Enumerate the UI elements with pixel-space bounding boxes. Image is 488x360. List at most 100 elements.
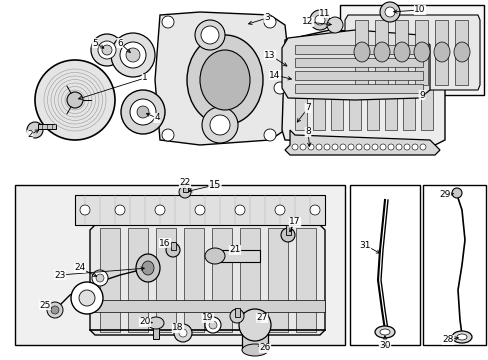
Ellipse shape <box>208 321 217 329</box>
Bar <box>349 185 419 345</box>
Ellipse shape <box>242 344 267 356</box>
Ellipse shape <box>91 34 123 66</box>
Ellipse shape <box>235 205 244 215</box>
Text: 29: 29 <box>438 190 450 199</box>
Ellipse shape <box>162 129 174 141</box>
Ellipse shape <box>102 45 112 55</box>
Ellipse shape <box>363 144 369 150</box>
Ellipse shape <box>186 35 263 125</box>
Ellipse shape <box>291 144 297 150</box>
Text: 9: 9 <box>418 90 424 99</box>
Ellipse shape <box>315 144 321 150</box>
Ellipse shape <box>239 309 270 341</box>
Ellipse shape <box>209 115 229 135</box>
Bar <box>312 45 325 130</box>
Bar <box>330 45 342 130</box>
Ellipse shape <box>299 144 305 150</box>
Ellipse shape <box>174 324 192 342</box>
Ellipse shape <box>395 144 401 150</box>
Ellipse shape <box>347 144 353 150</box>
Ellipse shape <box>309 10 329 30</box>
Ellipse shape <box>456 334 466 340</box>
Ellipse shape <box>71 282 103 314</box>
Polygon shape <box>282 30 444 145</box>
Bar <box>339 5 483 95</box>
Bar <box>348 45 360 130</box>
Text: 3: 3 <box>264 13 269 22</box>
Ellipse shape <box>121 90 164 134</box>
Text: 12: 12 <box>302 18 313 27</box>
Bar <box>394 20 407 85</box>
Ellipse shape <box>374 326 394 338</box>
Ellipse shape <box>331 144 337 150</box>
Ellipse shape <box>393 42 409 62</box>
Ellipse shape <box>195 20 224 50</box>
Bar <box>294 58 422 67</box>
Text: 8: 8 <box>305 127 310 136</box>
Ellipse shape <box>79 290 95 306</box>
Polygon shape <box>155 12 289 145</box>
Text: 18: 18 <box>172 324 183 333</box>
Ellipse shape <box>51 306 59 314</box>
Ellipse shape <box>451 331 471 343</box>
Ellipse shape <box>35 60 115 140</box>
Bar <box>434 20 447 85</box>
Bar <box>242 320 267 350</box>
Bar <box>454 20 467 85</box>
Ellipse shape <box>27 122 43 138</box>
Ellipse shape <box>155 205 164 215</box>
Ellipse shape <box>115 205 125 215</box>
Ellipse shape <box>120 42 146 68</box>
Polygon shape <box>285 130 439 155</box>
Text: 11: 11 <box>319 9 330 18</box>
Bar <box>366 45 378 130</box>
Bar <box>420 45 432 130</box>
Bar <box>75 195 325 225</box>
Bar <box>414 20 427 85</box>
Ellipse shape <box>229 309 244 323</box>
Ellipse shape <box>355 144 361 150</box>
Bar <box>15 185 345 345</box>
Ellipse shape <box>142 261 154 275</box>
Text: 19: 19 <box>202 314 213 323</box>
Ellipse shape <box>379 144 385 150</box>
Bar <box>153 325 159 339</box>
Text: 2: 2 <box>27 130 33 139</box>
Ellipse shape <box>453 42 469 62</box>
Ellipse shape <box>165 243 180 257</box>
Ellipse shape <box>413 42 429 62</box>
Ellipse shape <box>200 50 249 110</box>
Bar <box>183 228 203 332</box>
Ellipse shape <box>137 106 149 118</box>
Ellipse shape <box>179 186 191 198</box>
Text: 30: 30 <box>379 341 390 350</box>
Ellipse shape <box>403 144 409 150</box>
Text: 14: 14 <box>269 71 280 80</box>
Text: 28: 28 <box>442 336 453 345</box>
Bar <box>267 228 287 332</box>
Bar <box>294 71 422 80</box>
Bar <box>285 225 290 235</box>
Ellipse shape <box>451 188 461 198</box>
Bar <box>354 20 367 85</box>
Text: 23: 23 <box>54 270 65 279</box>
Ellipse shape <box>324 144 329 150</box>
Text: 1: 1 <box>142 73 147 82</box>
Ellipse shape <box>204 317 221 333</box>
Text: 21: 21 <box>229 246 240 255</box>
Ellipse shape <box>314 15 325 25</box>
Bar <box>171 242 176 250</box>
Ellipse shape <box>126 48 140 62</box>
Ellipse shape <box>148 317 163 329</box>
Ellipse shape <box>339 144 346 150</box>
Ellipse shape <box>264 129 275 141</box>
Bar <box>294 45 422 54</box>
Text: 24: 24 <box>74 264 85 273</box>
Ellipse shape <box>411 144 417 150</box>
Bar <box>374 20 387 85</box>
Text: 10: 10 <box>413 5 425 14</box>
Text: 27: 27 <box>256 314 267 323</box>
Text: 16: 16 <box>159 238 170 248</box>
Ellipse shape <box>179 329 186 337</box>
Bar <box>295 228 315 332</box>
